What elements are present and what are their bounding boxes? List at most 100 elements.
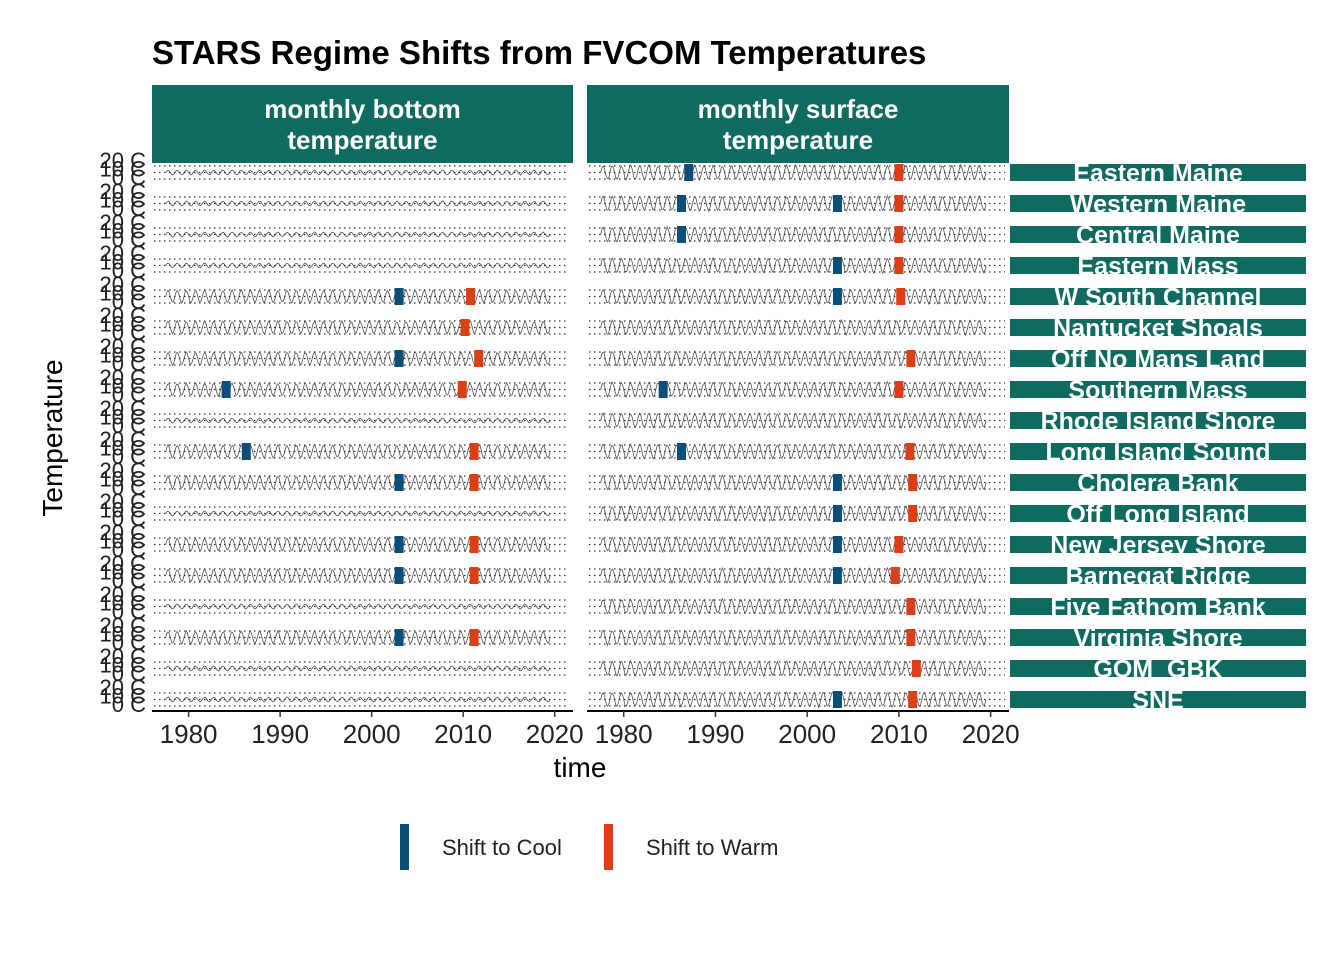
shift-marker-cool: [394, 350, 404, 367]
shift-marker-warm: [894, 226, 904, 243]
shift-marker-cool: [832, 691, 842, 708]
x-tick-label: 1980: [595, 719, 653, 749]
y-tick-label: 0 C: [112, 692, 146, 717]
y-tick-label: 10 C: [100, 622, 147, 647]
y-tick-label: 10 C: [100, 436, 147, 461]
y-tick-label: 0 C: [112, 227, 146, 252]
temperature-line: [600, 535, 987, 554]
temperature-line: [165, 474, 551, 491]
temperature-line: [600, 349, 987, 368]
shift-marker-cool: [676, 226, 686, 243]
region-strip: [1010, 505, 1306, 522]
region-strip-label: Off Long Island: [1066, 501, 1249, 529]
temperature-line: [600, 566, 987, 585]
region-strip-label: GOM_GBK: [1093, 656, 1222, 684]
panel-strip: [152, 85, 573, 163]
region-strip: [1010, 164, 1306, 181]
temperature-line: [165, 696, 551, 703]
shift-marker-warm: [908, 505, 918, 522]
y-tick-label: 10 C: [100, 312, 147, 337]
shift-marker-warm: [469, 443, 479, 460]
y-tick-label: 10 C: [100, 653, 147, 678]
y-tick-label: 20 C: [100, 551, 147, 576]
legend-label: Shift to Warm: [646, 835, 778, 860]
y-tick-label: 10 C: [100, 281, 147, 306]
shift-marker-cool: [676, 195, 686, 212]
region-strip: [1010, 443, 1306, 460]
temperature-line: [600, 659, 987, 678]
y-tick-label: 20 C: [100, 241, 147, 266]
y-tick-label: 0 C: [112, 661, 146, 686]
region-strip: [1010, 567, 1306, 584]
shift-marker-cool: [832, 474, 842, 491]
y-tick-label: 20 C: [100, 582, 147, 607]
y-tick-label: 10 C: [100, 467, 147, 492]
y-tick-label: 0 C: [112, 289, 146, 314]
y-tick-label: 0 C: [112, 537, 146, 562]
panel-strip-label-line: monthly bottom: [264, 94, 460, 124]
panel-strip-label-line: temperature: [287, 125, 437, 155]
y-tick-label: 0 C: [112, 258, 146, 283]
y-tick-label: 20 C: [100, 613, 147, 638]
temperature-line: [600, 194, 987, 213]
region-strip: [1010, 691, 1306, 708]
y-tick-label: 20 C: [100, 520, 147, 545]
region-strip: [1010, 629, 1306, 646]
region-strip: [1010, 350, 1306, 367]
shift-marker-cool: [832, 195, 842, 212]
region-strip-label: Western Maine: [1070, 191, 1246, 219]
shift-marker-warm: [894, 164, 904, 181]
temperature-line: [165, 262, 551, 269]
shift-marker-warm: [469, 629, 479, 646]
region-strip-label: Eastern Maine: [1073, 160, 1243, 188]
shift-marker-cool: [832, 536, 842, 553]
y-tick-label: 10 C: [100, 591, 147, 616]
y-tick-label: 0 C: [112, 320, 146, 345]
shift-marker-warm: [457, 381, 467, 398]
y-tick-label: 10 C: [100, 529, 147, 554]
temperature-line: [165, 288, 551, 305]
y-tick-label: 0 C: [112, 568, 146, 593]
y-tick-label: 0 C: [112, 444, 146, 469]
region-strip-label: Cholera Bank: [1077, 470, 1238, 498]
x-tick-label: 2010: [434, 719, 492, 749]
shift-marker-warm: [894, 381, 904, 398]
shift-marker-warm: [465, 288, 475, 305]
x-axis-title: time: [554, 752, 607, 783]
region-strip: [1010, 381, 1306, 398]
y-tick-label: 10 C: [100, 343, 147, 368]
y-tick-label: 20 C: [100, 644, 147, 669]
shift-marker-warm: [894, 195, 904, 212]
y-tick-label: 10 C: [100, 684, 147, 709]
legend-key-warm: [604, 824, 613, 870]
shift-marker-warm: [460, 319, 470, 336]
y-tick-label: 10 C: [100, 405, 147, 430]
temperature-line: [600, 442, 987, 461]
y-tick-label: 10 C: [100, 157, 147, 182]
temperature-line: [165, 510, 551, 517]
temperature-line: [165, 567, 551, 584]
shift-marker-cool: [394, 288, 404, 305]
y-tick-label: 20 C: [100, 489, 147, 514]
region-strip: [1010, 412, 1306, 429]
temperature-line: [600, 380, 987, 399]
region-strip: [1010, 536, 1306, 553]
shift-marker-warm: [906, 350, 916, 367]
region-strip-label: SNE: [1132, 687, 1183, 715]
shift-marker-cool: [658, 381, 668, 398]
shift-marker-warm: [469, 474, 479, 491]
shift-marker-warm: [474, 350, 484, 367]
y-tick-label: 20 C: [100, 303, 147, 328]
shift-marker-warm: [906, 629, 916, 646]
temperature-line: [600, 628, 987, 647]
y-tick-label: 0 C: [112, 599, 146, 624]
region-strip-label: W South Channel: [1055, 284, 1262, 312]
y-tick-label: 20 C: [100, 179, 147, 204]
x-tick-label: 2020: [526, 719, 584, 749]
shift-marker-warm: [908, 691, 918, 708]
shift-marker-cool: [832, 505, 842, 522]
shift-marker-cool: [394, 629, 404, 646]
x-tick-label: 2020: [962, 719, 1020, 749]
